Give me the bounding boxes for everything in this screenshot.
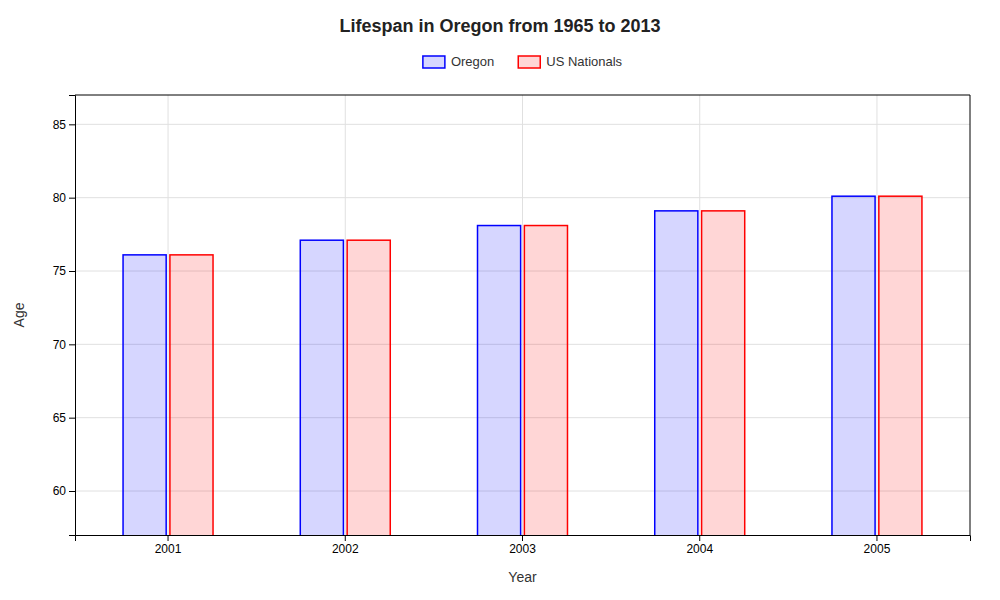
x-axis-title: Year	[508, 569, 537, 585]
legend-swatch	[423, 56, 445, 68]
x-tick-label: 2003	[509, 542, 536, 556]
plot: 2001 2002 2003 2004 2005 60 65 70 75 80 85	[53, 95, 971, 600]
y-tick-mark	[69, 271, 75, 272]
y-tick-mark	[69, 344, 75, 345]
bar	[123, 255, 166, 535]
y-tick-label: 70	[53, 338, 67, 352]
x-tick-label: 2005	[864, 542, 891, 556]
x-tick: 2003	[509, 535, 536, 556]
grid-line-x	[522, 95, 523, 535]
bar-series	[170, 196, 922, 535]
y-tick: 60	[53, 484, 75, 498]
y-tick-mark	[69, 198, 75, 199]
y-tick-label: 60	[53, 484, 67, 498]
x-tick-mark	[699, 535, 700, 541]
y-tick-label: 80	[53, 191, 67, 205]
y-axis: 60 65 70 75 80 85	[53, 96, 76, 536]
bar	[832, 196, 875, 535]
x-tick-mark	[168, 535, 169, 541]
grid-line-x	[699, 95, 700, 535]
bar	[879, 196, 922, 535]
y-tick-label: 65	[53, 411, 67, 425]
legend-item: Oregon	[423, 54, 494, 69]
x-tick-label: 2001	[155, 542, 182, 556]
legend-label: Oregon	[451, 54, 494, 69]
legend-swatch	[518, 56, 540, 68]
x-tick: 2005	[864, 535, 891, 556]
grid-line-x	[168, 95, 169, 535]
y-tick: 75	[53, 264, 75, 278]
axis-line	[69, 96, 76, 536]
bar	[702, 211, 745, 535]
bar	[300, 240, 343, 535]
bar-series	[123, 196, 875, 535]
y-axis-title: Age	[11, 302, 27, 327]
x-axis: 2001 2002 2003 2004 2005	[76, 535, 971, 556]
y-tick: 80	[53, 191, 75, 205]
axis-line	[76, 536, 971, 542]
bar	[524, 226, 567, 535]
bar	[347, 240, 390, 535]
grid-line-x	[345, 95, 346, 535]
frame-line	[75, 95, 970, 96]
x-tick-mark	[876, 535, 877, 541]
legend-item: US Nationals	[518, 54, 622, 69]
frame-line	[970, 95, 971, 535]
bars	[123, 196, 922, 535]
x-tick-label: 2002	[332, 542, 359, 556]
x-tick: 2001	[155, 535, 182, 556]
bar	[170, 255, 213, 535]
x-tick-label: 2004	[686, 542, 713, 556]
x-tick-mark	[345, 535, 346, 541]
bar	[478, 226, 521, 535]
x-tick: 2002	[332, 535, 359, 556]
y-tick-label: 85	[53, 118, 67, 132]
y-tick: 85	[53, 118, 75, 132]
legend-label: US Nationals	[546, 54, 622, 69]
legend: Oregon US Nationals	[423, 54, 623, 69]
y-tick: 65	[53, 411, 75, 425]
bar	[655, 211, 698, 535]
y-tick-label: 75	[53, 264, 67, 278]
y-tick-mark	[69, 491, 75, 492]
chart: 2001 2002 2003 2004 2005 60 65 70 75 80 85 Year Age L…	[0, 0, 1000, 600]
y-tick-mark	[69, 418, 75, 419]
x-tick: 2004	[686, 535, 713, 556]
y-tick-mark	[69, 124, 75, 125]
title: Lifespan in Oregon from 1965 to 2013	[339, 16, 660, 36]
y-tick: 70	[53, 338, 75, 352]
x-tick-mark	[522, 535, 523, 541]
grid-line-x	[876, 95, 877, 535]
